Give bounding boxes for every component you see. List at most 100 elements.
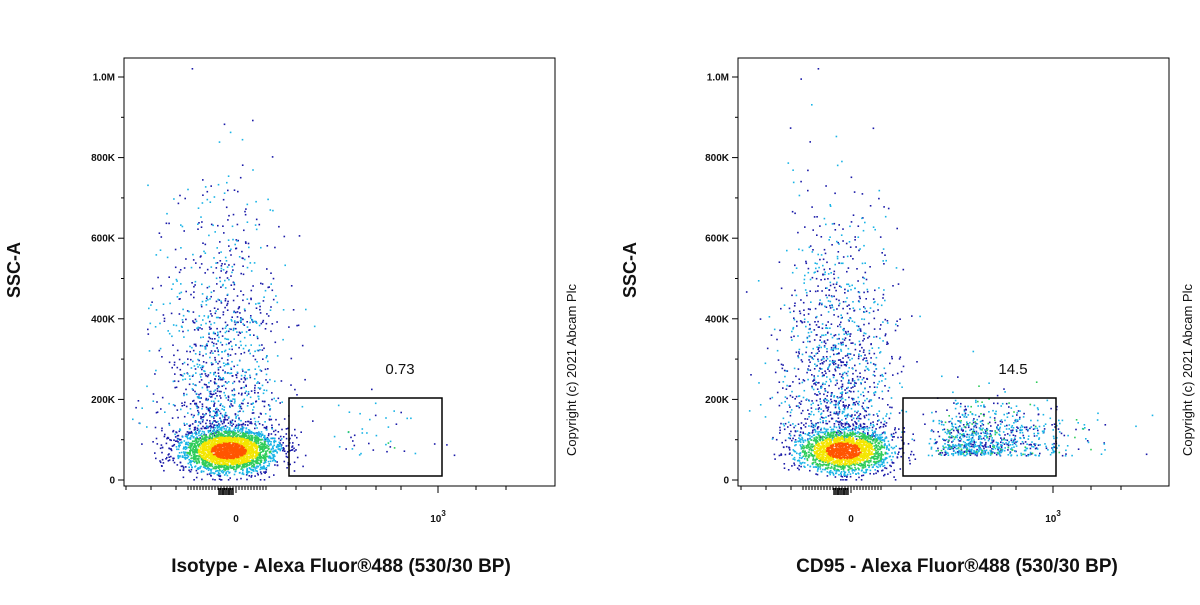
event-dot [178,449,180,451]
event-dot [264,435,266,437]
event-dot [1033,425,1035,427]
event-dot [200,466,202,468]
event-dot [244,352,246,354]
event-dot [796,396,798,398]
event-dot [234,430,236,432]
event-dot [302,406,304,408]
event-dot [825,343,827,345]
event-dot [245,421,247,423]
event-dot [270,408,272,410]
event-dot [394,447,396,449]
event-dot [208,386,210,388]
event-dot [264,406,266,408]
event-dot [162,397,164,399]
event-dot [843,426,845,428]
event-dot [254,387,256,389]
event-dot [210,380,212,382]
event-dot [225,412,227,414]
event-dot [206,444,208,446]
event-dot [240,433,242,435]
event-dot [980,433,982,435]
event-dot [254,378,256,380]
event-dot [213,404,215,406]
event-dot [1008,445,1010,447]
event-dot [827,410,829,412]
event-dot [845,355,847,357]
event-dot [231,372,233,374]
event-dot [180,283,182,285]
gate-rectangle[interactable] [289,398,442,476]
event-dot [182,226,184,228]
event-dot [202,406,204,408]
event-dot [891,356,893,358]
event-dot [233,288,235,290]
event-dot [958,413,960,415]
event-dot [222,465,224,467]
event-dot [838,388,840,390]
event-dot [841,394,843,396]
event-dot [213,372,215,374]
event-dot [404,450,406,452]
event-dot [209,423,211,425]
event-dot [179,195,181,197]
event-dot [798,378,800,380]
event-dot [209,298,211,300]
event-dot [223,269,225,271]
event-dot [856,479,858,481]
event-dot [236,240,238,242]
event-dot [208,437,210,439]
event-dot [260,312,262,314]
event-dot [203,416,205,418]
copyright-notice: Copyright (c) 2021 Abcam Plc [564,284,579,456]
event-dot [254,446,256,448]
event-dot [214,436,216,438]
event-dot [189,428,191,430]
event-dot [229,328,231,330]
event-dot [255,368,257,370]
event-dot [195,372,197,374]
event-dot [277,446,279,448]
event-dot [817,474,819,476]
event-dot [177,455,179,457]
event-dot [182,455,184,457]
event-dot [191,455,193,457]
event-dot [314,326,316,328]
event-dot [207,376,209,378]
event-dot [385,444,387,446]
event-dot [192,440,194,442]
event-dot [350,437,352,439]
event-dot [141,443,143,445]
event-dot [176,387,178,389]
event-dot [1000,441,1002,443]
event-dot [281,380,283,382]
event-dot [168,437,170,439]
event-dot [190,294,192,296]
event-dot [174,434,176,436]
event-dot [231,272,233,274]
event-dot [258,421,260,423]
event-dot [193,350,195,352]
event-dot [211,451,213,453]
event-dot [1030,448,1032,450]
event-dot [375,415,377,417]
event-dot [294,389,296,391]
event-dot [260,471,262,473]
event-dot [1008,412,1010,414]
event-dot [237,316,239,318]
event-dot [973,418,975,420]
event-dot [250,397,252,399]
event-dot [976,455,978,457]
event-dot [187,438,189,440]
event-dot [1024,427,1026,429]
event-dot [181,292,183,294]
event-dot [198,207,200,209]
event-dot [216,343,218,345]
event-dot [282,450,284,452]
event-dot [858,418,860,420]
event-dot [864,354,866,356]
event-dot [261,344,263,346]
event-dot [227,303,229,305]
event-dot [264,479,266,481]
event-dot [190,403,192,405]
event-dot [866,311,868,313]
